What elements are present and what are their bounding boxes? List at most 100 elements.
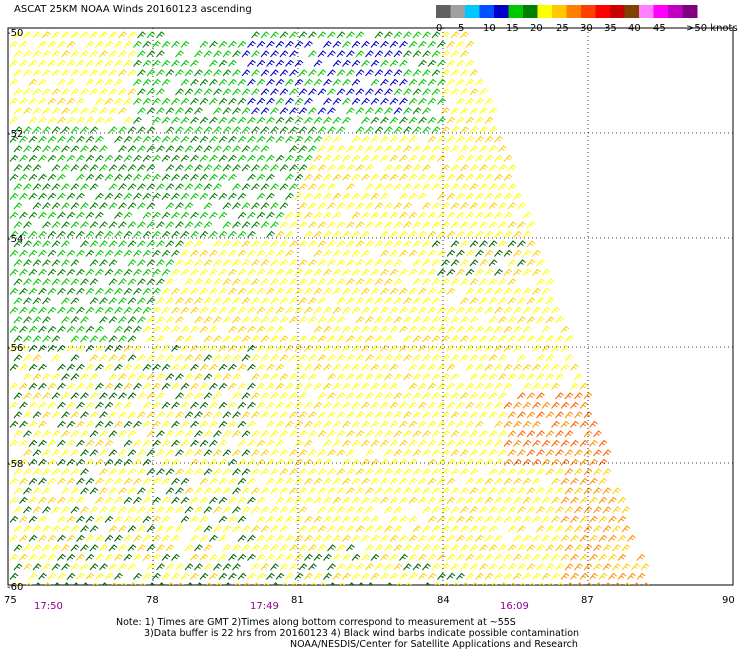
- wind-barb: [51, 278, 61, 286]
- wind-barb: [180, 97, 190, 105]
- wind-barb: [323, 515, 332, 523]
- wind-barb: [237, 458, 247, 466]
- wind-barb: [42, 544, 51, 552]
- wind-barb: [228, 249, 237, 257]
- wind-barb: [361, 135, 370, 143]
- wind-barb: [142, 382, 152, 390]
- legend-swatch: [653, 5, 669, 18]
- wind-barb: [23, 411, 32, 419]
- wind-barb: [285, 458, 294, 466]
- wind-barb: [247, 135, 256, 143]
- wind-barb: [399, 458, 408, 466]
- wind-barb: [317, 145, 327, 153]
- lon-label-87: 87: [581, 595, 594, 606]
- wind-barb: [437, 78, 446, 86]
- wind-barb: [313, 572, 323, 580]
- wind-barb: [384, 449, 393, 457]
- wind-barb: [23, 335, 32, 343]
- wind-barb: [294, 344, 304, 352]
- wind-barb: [275, 458, 285, 466]
- wind-barb: [346, 31, 355, 39]
- wind-barb: [526, 373, 536, 381]
- wind-barb: [460, 335, 469, 343]
- wind-barb: [465, 439, 475, 447]
- wind-barb: [241, 392, 251, 400]
- wind-barb: [469, 164, 479, 172]
- wind-barb: [289, 449, 298, 457]
- wind-barb: [608, 553, 617, 561]
- wind-barb: [266, 344, 275, 352]
- legend-swatch: [508, 5, 524, 18]
- wind-barb: [522, 287, 532, 295]
- wind-barb: [342, 116, 351, 124]
- wind-barb: [285, 78, 294, 86]
- wind-barb: [412, 259, 422, 267]
- wind-barb: [456, 496, 465, 504]
- wind-barb: [374, 411, 384, 419]
- wind-barb: [365, 373, 374, 381]
- wind-barb: [270, 354, 279, 362]
- wind-barb: [460, 88, 469, 96]
- wind-barb: [389, 173, 399, 181]
- wind-barb: [194, 259, 203, 267]
- wind-barb: [475, 97, 484, 105]
- wind-barb: [408, 458, 418, 466]
- wind-barb: [298, 335, 308, 343]
- wind-barb: [175, 354, 184, 362]
- wind-barb: [237, 211, 247, 219]
- wind-barb: [171, 268, 180, 276]
- wind-barb: [270, 259, 279, 267]
- wind-barb: [545, 449, 555, 457]
- wind-barb: [161, 249, 171, 257]
- wind-barb: [327, 126, 336, 134]
- wind-barb: [327, 88, 336, 96]
- wind-barb: [494, 363, 503, 371]
- wind-barb: [38, 173, 47, 181]
- wind-barb: [237, 135, 247, 143]
- wind-barb: [526, 487, 536, 495]
- wind-barb: [370, 116, 380, 124]
- wind-barb: [332, 78, 342, 86]
- wind-barb: [450, 31, 460, 39]
- wind-barb: [298, 202, 308, 210]
- wind-barb: [327, 183, 336, 191]
- wind-barb: [431, 354, 441, 362]
- wind-barb: [408, 154, 418, 162]
- wind-barb: [450, 88, 460, 96]
- wind-barb: [28, 363, 38, 371]
- wind-barb: [570, 477, 579, 485]
- wind-barb: [175, 373, 184, 381]
- wind-barb: [80, 164, 89, 172]
- wind-barb: [431, 240, 441, 248]
- wind-barb: [251, 164, 260, 172]
- wind-barb: [251, 259, 260, 267]
- wind-barb: [488, 544, 498, 552]
- wind-barb: [450, 335, 460, 343]
- wind-barb: [374, 240, 384, 248]
- wind-barb: [517, 525, 526, 533]
- wind-barb: [450, 259, 460, 267]
- wind-barb: [28, 211, 38, 219]
- wind-barb: [513, 534, 522, 542]
- wind-barb: [393, 145, 403, 153]
- wind-barb: [475, 325, 484, 333]
- wind-barb: [450, 240, 460, 248]
- wind-barb: [28, 534, 38, 542]
- wind-barb: [199, 325, 209, 333]
- wind-barb: [237, 439, 247, 447]
- wind-barb: [574, 468, 583, 476]
- wind-barb: [213, 430, 222, 438]
- wind-barb: [380, 477, 389, 485]
- wind-barb: [583, 506, 593, 514]
- wind-barb: [342, 173, 351, 181]
- wind-barb: [89, 31, 99, 39]
- wind-barb: [80, 544, 89, 552]
- wind-barb: [9, 154, 19, 162]
- wind-barb: [484, 154, 494, 162]
- wind-barb: [441, 430, 450, 438]
- wind-barb: [32, 297, 42, 305]
- wind-barb: [555, 563, 564, 571]
- wind-barb: [336, 506, 346, 514]
- wind-barb: [80, 430, 89, 438]
- wind-barb: [222, 69, 232, 77]
